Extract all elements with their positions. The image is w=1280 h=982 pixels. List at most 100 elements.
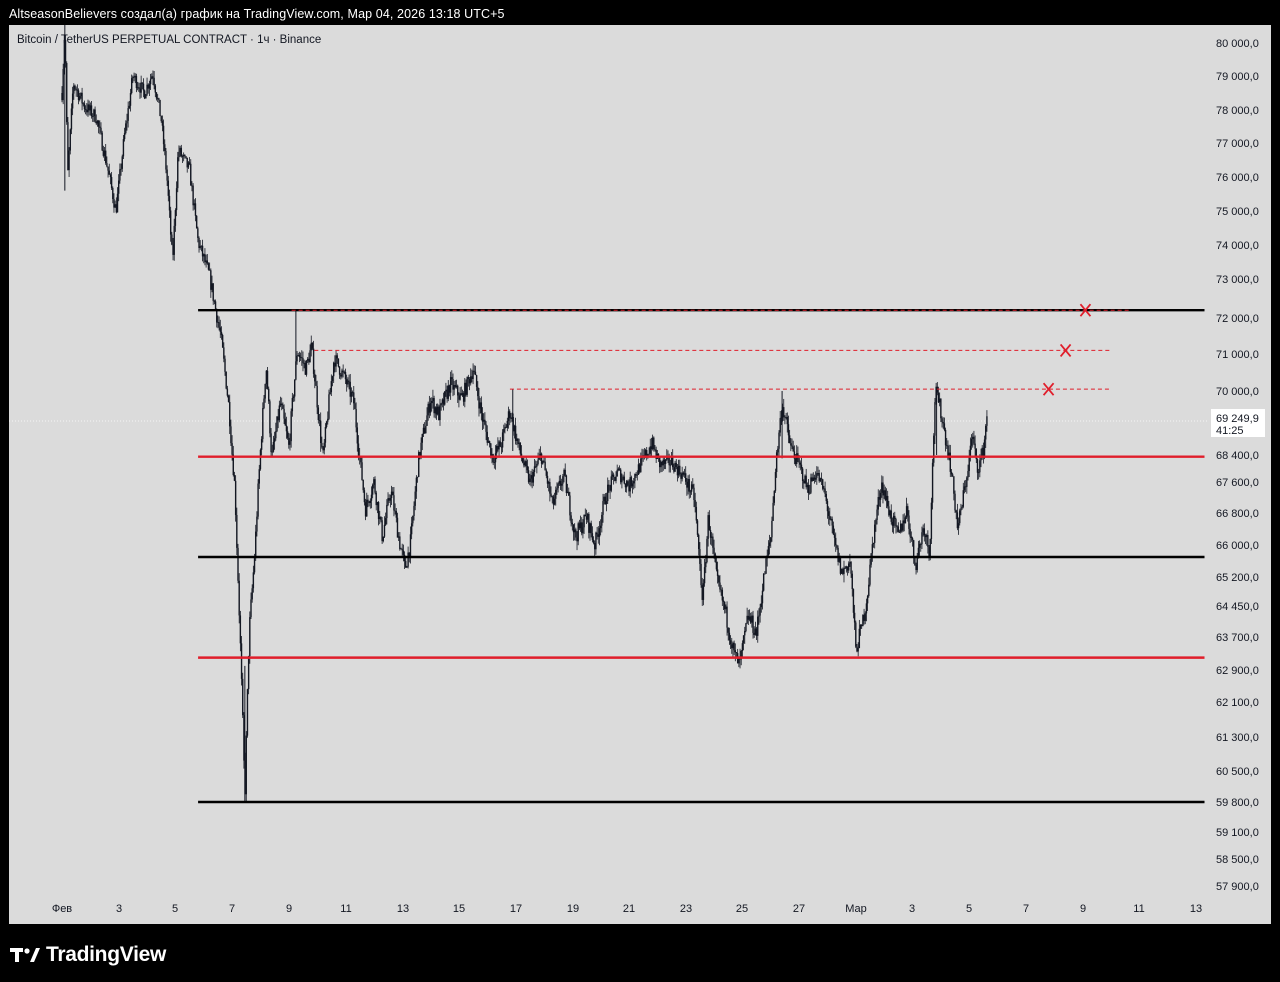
candle-body	[156, 98, 159, 100]
candle-body	[498, 441, 500, 450]
candle-body	[886, 495, 889, 507]
candle-body	[260, 439, 263, 450]
candle-body	[771, 520, 773, 538]
candle-body	[943, 423, 946, 430]
candle-body	[390, 491, 393, 499]
candle-body	[87, 104, 89, 113]
candle-body	[350, 392, 353, 397]
candle-body	[842, 568, 844, 574]
candle-body	[146, 84, 148, 95]
candle-body	[914, 557, 916, 566]
candle-body	[223, 347, 225, 359]
candle-body	[328, 394, 330, 419]
candle-body	[149, 78, 152, 85]
candle-body	[653, 437, 655, 450]
candle-body	[92, 116, 94, 117]
candle-body	[422, 427, 425, 434]
candle-body	[870, 553, 872, 565]
candle-body	[940, 398, 942, 419]
y-axis-tick-label: 64 450,0	[1216, 601, 1259, 613]
candle-body	[323, 442, 325, 451]
candle-body	[109, 174, 112, 178]
candle-body	[589, 523, 591, 533]
tradingview-logo-icon	[10, 948, 40, 962]
candle-body	[120, 168, 122, 170]
candle-body	[809, 492, 811, 494]
x-axis-tick-label: 23	[680, 903, 692, 915]
candle-body	[185, 156, 187, 158]
candle-body	[780, 417, 783, 419]
candle-body	[276, 416, 278, 432]
candle-body	[233, 475, 236, 481]
candle-body	[596, 532, 598, 535]
candle-body	[603, 496, 605, 502]
candle-body	[284, 418, 286, 426]
candle-body	[675, 462, 677, 468]
candle-body	[564, 469, 566, 476]
candle-body	[384, 518, 387, 525]
candle-body	[454, 385, 457, 387]
candle-body	[969, 445, 972, 457]
candle-body	[94, 109, 96, 122]
candle-body	[790, 443, 792, 446]
candle-body	[368, 501, 370, 504]
chart-area[interactable]: 80 000,0 79 000,0 78 000,0 77 000,0 76 000,0…	[9, 25, 1271, 924]
candle-body	[609, 485, 611, 491]
candle-body	[696, 520, 699, 535]
candle-body	[562, 476, 564, 484]
candle-body	[621, 478, 623, 483]
candle-body	[485, 424, 487, 432]
candle-body	[909, 528, 911, 537]
symbol-title[interactable]: Bitcoin / TetherUS PERPETUAL CONTRACT · …	[17, 34, 322, 46]
tradingview-brand[interactable]: TradingView	[10, 940, 166, 970]
candle-body	[830, 518, 832, 520]
candle-body	[585, 516, 588, 520]
candle-body	[852, 589, 855, 613]
candle-body	[534, 466, 537, 468]
candle-body	[571, 522, 573, 525]
candle-body	[840, 568, 843, 574]
candle-body	[820, 478, 823, 480]
candle-body	[354, 403, 356, 410]
candle-body	[803, 480, 805, 484]
candle-body	[916, 555, 918, 571]
candle-body	[84, 109, 87, 110]
candle-body	[607, 484, 609, 502]
candles	[61, 34, 988, 802]
candle-body	[506, 420, 509, 428]
candle-body	[864, 613, 866, 621]
candle-body	[510, 418, 512, 419]
y-axis-tick-label: 70 000,0	[1216, 386, 1259, 398]
candle-body	[345, 379, 348, 385]
candle-body	[75, 88, 77, 90]
candle-body	[142, 83, 145, 91]
candle-body	[744, 630, 746, 636]
candle-body	[402, 550, 405, 555]
candle-body	[376, 502, 379, 506]
candle-body	[777, 448, 779, 453]
candle-body	[708, 515, 711, 531]
candle-body	[759, 607, 761, 616]
candle-body	[590, 523, 592, 534]
candle-body	[565, 475, 568, 494]
candle-body	[139, 88, 141, 93]
candle-body	[883, 490, 885, 496]
candle-body	[465, 382, 467, 395]
candle-body	[486, 431, 488, 443]
candle-body	[363, 490, 366, 503]
candle-body	[812, 477, 814, 481]
candle-body	[171, 234, 173, 245]
candle-body	[905, 506, 908, 518]
candle-body	[521, 458, 524, 463]
candle-body	[729, 640, 732, 645]
candle-body	[229, 401, 231, 427]
candle-body	[307, 358, 309, 361]
price-chart[interactable]: 80 000,0 79 000,0 78 000,0 77 000,0 76 000,0…	[9, 25, 1271, 924]
candle-body	[440, 403, 442, 406]
candle-body	[367, 499, 369, 502]
candle-body	[666, 456, 668, 460]
candle-body	[158, 98, 160, 100]
last-price-badge[interactable]	[1211, 409, 1265, 438]
candle-body	[361, 462, 363, 481]
candle-body	[752, 615, 754, 633]
